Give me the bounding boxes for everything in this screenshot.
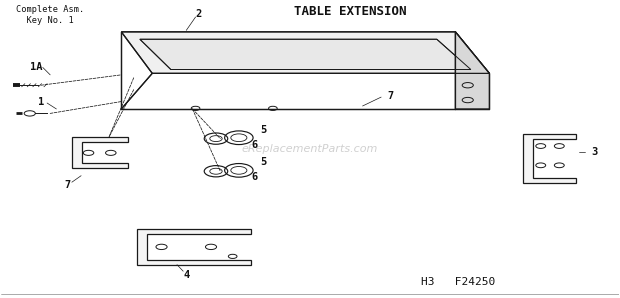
- Text: H3   F24250: H3 F24250: [422, 277, 495, 287]
- Polygon shape: [122, 32, 489, 73]
- Text: 4: 4: [183, 270, 189, 280]
- Polygon shape: [523, 134, 576, 183]
- Text: TABLE EXTENSION: TABLE EXTENSION: [294, 5, 407, 18]
- Text: 7: 7: [388, 91, 394, 101]
- Polygon shape: [72, 137, 128, 168]
- Polygon shape: [140, 39, 471, 69]
- Text: 1A: 1A: [30, 63, 42, 72]
- Text: 1: 1: [38, 97, 44, 107]
- Text: 6: 6: [251, 172, 257, 182]
- Polygon shape: [137, 229, 251, 265]
- Polygon shape: [455, 32, 489, 109]
- Text: 3: 3: [591, 147, 598, 157]
- Text: 5: 5: [260, 157, 267, 167]
- Text: 5: 5: [260, 125, 267, 135]
- Text: eReplacementParts.com: eReplacementParts.com: [242, 144, 378, 154]
- Text: 7: 7: [64, 180, 71, 190]
- Text: Complete Asm.
  Key No. 1: Complete Asm. Key No. 1: [16, 5, 84, 25]
- Text: 2: 2: [195, 9, 202, 19]
- Text: 6: 6: [251, 139, 257, 150]
